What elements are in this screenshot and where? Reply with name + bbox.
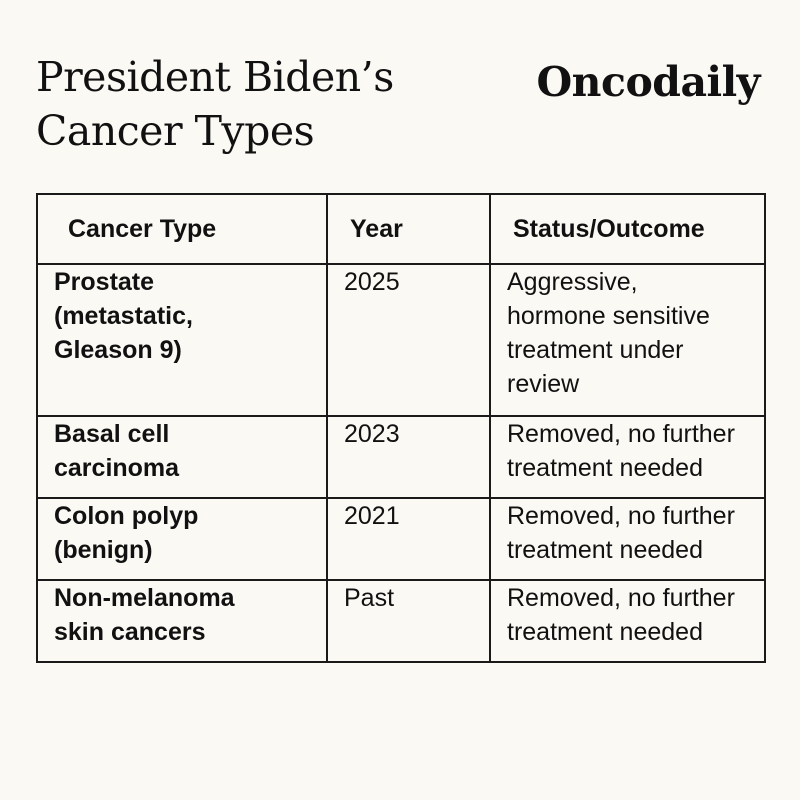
- year-cell: 2021: [326, 497, 491, 581]
- cell-line: Basal cell: [54, 420, 170, 448]
- cell-line: review: [507, 370, 580, 398]
- title-line-1: President Biden’s: [36, 53, 394, 101]
- year-cell: Past: [326, 579, 491, 663]
- status-cell: Aggressive, hormone sensitive treatment …: [489, 263, 766, 417]
- page-title: President Biden’s Cancer Types: [36, 50, 394, 158]
- year-cell: 2025: [326, 263, 491, 417]
- cell-line: Removed, no further: [507, 584, 735, 612]
- table-row: Basal cell carcinoma 2023 Removed, no fu…: [36, 415, 766, 499]
- cell-line: Gleason 9): [54, 336, 182, 364]
- table-row: Prostate (metastatic, Gleason 9) 2025 Ag…: [36, 263, 766, 417]
- cell-line: Removed, no further: [507, 502, 735, 530]
- cancer-type-cell: Non-melanoma skin cancers: [36, 579, 328, 663]
- cancer-type-cell: Colon polyp (benign): [36, 497, 328, 581]
- brand-logo: Oncodaily: [536, 58, 760, 106]
- cell-line: treatment needed: [507, 618, 703, 646]
- header-cancer-type: Cancer Type: [36, 193, 328, 265]
- cell-line: Aggressive,: [507, 268, 638, 296]
- title-line-2: Cancer Types: [36, 107, 315, 155]
- table-row: Colon polyp (benign) 2021 Removed, no fu…: [36, 497, 766, 581]
- cell-line: skin cancers: [54, 618, 206, 646]
- table-row: Non-melanoma skin cancers Past Removed, …: [36, 579, 766, 663]
- cancer-types-table: Cancer Type Year Status/Outcome Prostate…: [36, 193, 766, 663]
- cell-line: Non-melanoma: [54, 584, 235, 612]
- cell-line: hormone sensitive: [507, 302, 710, 330]
- cancer-type-cell: Basal cell carcinoma: [36, 415, 328, 499]
- cancer-type-cell: Prostate (metastatic, Gleason 9): [36, 263, 328, 417]
- cell-line: Removed, no further: [507, 420, 735, 448]
- year-cell: 2023: [326, 415, 491, 499]
- status-cell: Removed, no further treatment needed: [489, 579, 766, 663]
- cell-line: Prostate: [54, 268, 155, 296]
- cell-line: Colon polyp: [54, 502, 199, 530]
- table-header-row: Cancer Type Year Status/Outcome: [36, 193, 766, 265]
- cell-line: carcinoma: [54, 454, 180, 482]
- cell-line: treatment needed: [507, 536, 703, 564]
- header-year: Year: [326, 193, 491, 265]
- status-cell: Removed, no further treatment needed: [489, 415, 766, 499]
- cell-line: (benign): [54, 536, 153, 564]
- status-cell: Removed, no further treatment needed: [489, 497, 766, 581]
- cell-line: treatment under: [507, 336, 684, 364]
- header-status-outcome: Status/Outcome: [489, 193, 766, 265]
- cell-line: treatment needed: [507, 454, 703, 482]
- cell-line: (metastatic,: [54, 302, 193, 330]
